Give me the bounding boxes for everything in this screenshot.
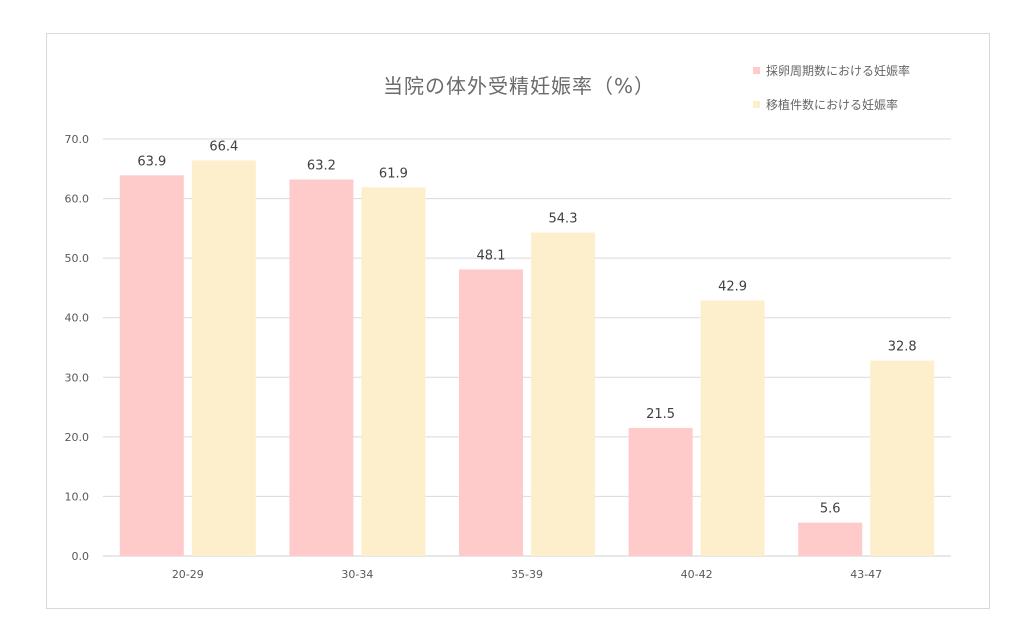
y-tick-label: 30.0 (65, 371, 90, 384)
y-tick-label: 50.0 (65, 252, 90, 265)
y-tick-label: 70.0 (65, 133, 90, 146)
data-label: 21.5 (646, 407, 675, 422)
bar-30-34-series-1 (289, 179, 354, 556)
bar-43-47-series-2 (870, 360, 935, 556)
data-label: 63.2 (307, 159, 336, 174)
data-label: 54.3 (549, 212, 578, 227)
legend-swatch-series-1 (753, 66, 760, 74)
bar-40-42-series-1 (628, 427, 693, 556)
data-label: 61.9 (379, 166, 408, 181)
data-label: 5.6 (820, 502, 841, 517)
y-tick-label: 10.0 (65, 490, 90, 503)
data-label: 63.9 (137, 154, 166, 169)
x-category-label: 43-47 (850, 568, 882, 581)
bar-chart-plot: 0.0 10.0 20.0 30.0 40.0 50.0 60.0 70.0 63.9 66.4 2… (65, 133, 951, 581)
bar-43-47-series-1 (798, 522, 863, 556)
x-category-label: 30-34 (341, 568, 373, 581)
legend-label-series-1: 採卵周期数における妊娠率 (766, 63, 911, 78)
chart-title: 当院の体外受精妊娠率（%） (382, 74, 655, 98)
bar-40-42-series-2 (700, 300, 765, 556)
y-tick-label: 20.0 (65, 431, 90, 444)
y-tick-label: 60.0 (65, 193, 90, 206)
data-label: 32.8 (888, 340, 917, 355)
x-category-label: 20-29 (172, 568, 204, 581)
legend-label-series-2: 移植件数における妊娠率 (766, 97, 899, 112)
bar-35-39-series-1 (459, 269, 523, 556)
data-label: 48.1 (477, 248, 506, 263)
data-label: 42.9 (718, 279, 747, 294)
y-tick-label: 0.0 (72, 550, 90, 563)
bar-20-29-series-1 (119, 175, 184, 557)
bar-30-34-series-2 (361, 187, 426, 556)
data-label: 66.4 (209, 139, 238, 154)
chart-frame: 当院の体外受精妊娠率（%） 採卵周期数における妊娠率 移植件数における妊娠率 0… (46, 33, 990, 609)
x-category-label: 35-39 (511, 568, 543, 581)
bar-35-39-series-2 (531, 232, 595, 556)
legend-item-series-1: 採卵周期数における妊娠率 (753, 62, 910, 78)
y-tick-label: 40.0 (65, 312, 90, 325)
chart-legend: 採卵周期数における妊娠率 移植件数における妊娠率 (753, 62, 910, 130)
legend-item-series-2: 移植件数における妊娠率 (753, 96, 910, 112)
x-category-label: 40-42 (681, 568, 713, 581)
legend-swatch-series-2 (753, 100, 760, 108)
bar-20-29-series-2 (191, 160, 256, 556)
